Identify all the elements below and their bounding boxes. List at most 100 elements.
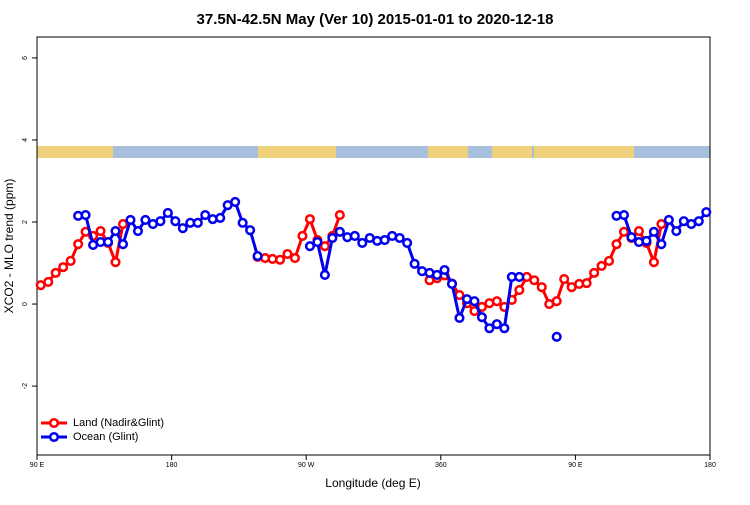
y-axis-label: XCO2 - MLO trend (ppm) bbox=[2, 179, 16, 314]
data-point bbox=[289, 253, 301, 264]
data-point bbox=[349, 230, 360, 241]
data-point bbox=[50, 267, 61, 278]
data-point bbox=[648, 226, 659, 237]
map-strip bbox=[37, 146, 710, 158]
data-point bbox=[73, 239, 84, 250]
land-patch bbox=[37, 146, 113, 158]
data-point bbox=[491, 319, 502, 330]
data-point bbox=[693, 216, 704, 227]
data-point bbox=[439, 264, 450, 276]
data-point bbox=[529, 275, 540, 286]
legend-label: Land (Nadir&Glint) bbox=[73, 417, 164, 429]
data-point bbox=[282, 248, 293, 260]
data-point bbox=[648, 257, 659, 268]
y-tick-label: 0 bbox=[22, 302, 29, 306]
data-point bbox=[551, 331, 562, 342]
data-point bbox=[200, 209, 211, 221]
data-point bbox=[656, 219, 667, 230]
data-point bbox=[581, 278, 592, 289]
data-point bbox=[394, 232, 405, 244]
y-tick-label: 6 bbox=[22, 56, 29, 60]
data-point bbox=[327, 232, 338, 244]
y-tick-label: 2 bbox=[22, 220, 29, 224]
data-point bbox=[102, 237, 114, 248]
data-point bbox=[237, 217, 248, 228]
data-point bbox=[476, 312, 487, 323]
data-point bbox=[132, 225, 143, 237]
chart-title: 37.5N-42.5N May (Ver 10) 2015-01-01 to 2… bbox=[197, 11, 554, 28]
data-point bbox=[626, 232, 637, 243]
data-point bbox=[491, 296, 502, 307]
data-point bbox=[155, 216, 166, 227]
data-point bbox=[514, 285, 525, 296]
data-point bbox=[252, 251, 263, 262]
x-axis-label: Longitude (deg E) bbox=[325, 476, 420, 490]
data-point bbox=[319, 269, 330, 280]
data-point bbox=[319, 241, 330, 252]
data-point bbox=[633, 225, 645, 237]
data-point bbox=[499, 323, 510, 334]
data-point bbox=[125, 214, 136, 226]
y-tick-label: -2 bbox=[22, 383, 29, 389]
land-patch bbox=[428, 146, 468, 158]
data-point bbox=[162, 207, 173, 219]
data-point bbox=[58, 262, 69, 273]
data-point bbox=[170, 216, 181, 227]
data-point bbox=[618, 209, 630, 221]
data-point bbox=[80, 209, 91, 221]
data-point bbox=[117, 239, 129, 250]
data-point bbox=[656, 239, 667, 250]
x-tick-label: 180 bbox=[166, 462, 178, 469]
data-point bbox=[559, 273, 570, 285]
x-tick-label: 360 bbox=[435, 462, 447, 469]
data-point bbox=[589, 267, 600, 278]
x-tick-label: 180 bbox=[704, 462, 716, 469]
land-patch bbox=[492, 146, 532, 158]
data-point bbox=[274, 254, 286, 265]
data-point bbox=[402, 237, 413, 248]
data-point bbox=[514, 271, 525, 283]
data-point bbox=[110, 225, 121, 237]
legend-marker bbox=[48, 417, 60, 429]
data-point bbox=[245, 225, 256, 236]
legend-label: Ocean (Glint) bbox=[73, 431, 138, 443]
data-point bbox=[230, 196, 241, 207]
data-point bbox=[304, 241, 315, 252]
data-point bbox=[432, 269, 443, 280]
data-point bbox=[551, 296, 562, 307]
series bbox=[35, 209, 667, 317]
data-point bbox=[604, 255, 615, 267]
data-point bbox=[334, 226, 345, 237]
data-point bbox=[334, 209, 345, 221]
data-point bbox=[117, 219, 129, 230]
data-point bbox=[596, 260, 607, 271]
data-point bbox=[454, 312, 465, 324]
data-point bbox=[304, 214, 315, 225]
data-point bbox=[663, 214, 674, 226]
x-tick-label: 90 E bbox=[568, 462, 583, 469]
data-point bbox=[611, 239, 622, 250]
data-point bbox=[177, 223, 188, 234]
data-point bbox=[641, 235, 652, 246]
data-point bbox=[536, 282, 547, 293]
plot-frame bbox=[36, 36, 711, 456]
data-point bbox=[701, 207, 712, 218]
data-point bbox=[379, 235, 390, 246]
series bbox=[73, 196, 712, 342]
data-point bbox=[618, 226, 630, 237]
data-point bbox=[215, 212, 226, 223]
data-point bbox=[357, 237, 368, 248]
data-point bbox=[65, 255, 76, 267]
data-point bbox=[297, 230, 308, 241]
data-point bbox=[446, 278, 458, 289]
data-point bbox=[469, 296, 480, 307]
data-point bbox=[312, 237, 323, 248]
x-tick-label: 90 W bbox=[298, 462, 315, 469]
land-patch bbox=[258, 146, 336, 158]
data-point bbox=[43, 276, 54, 287]
x-tick-label: 90 E bbox=[30, 462, 45, 469]
data-point bbox=[95, 225, 106, 237]
data-point bbox=[140, 214, 151, 226]
